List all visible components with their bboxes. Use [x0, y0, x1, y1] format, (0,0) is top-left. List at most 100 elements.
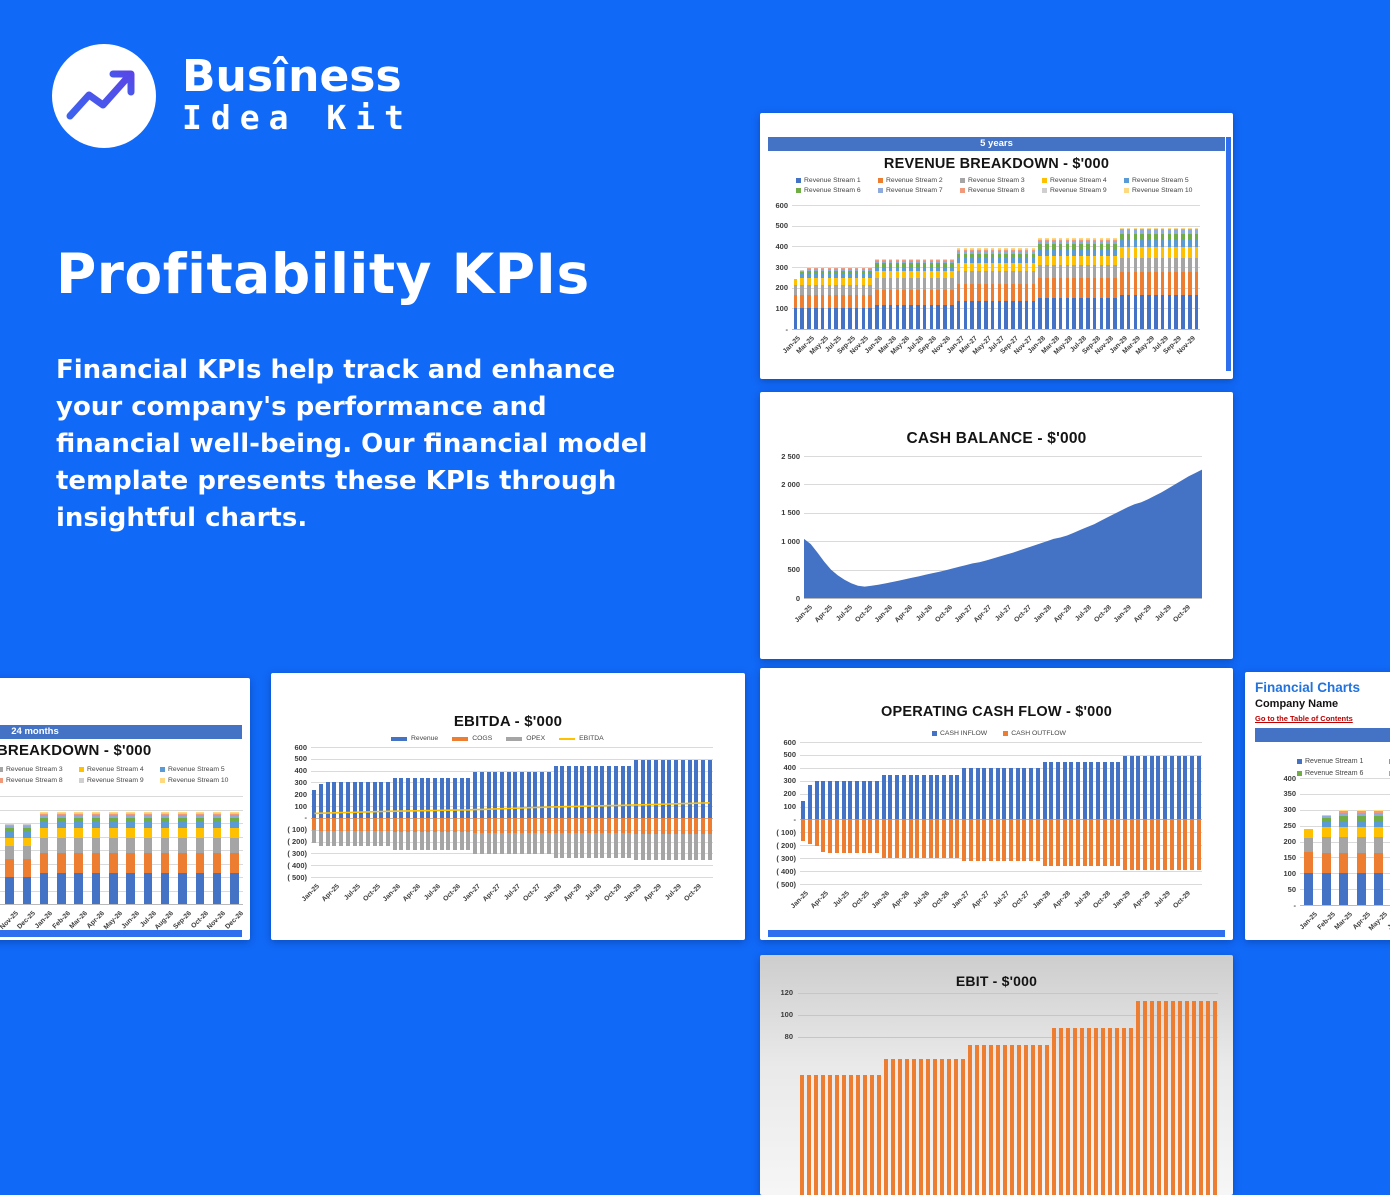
stacked-bar-segment [930, 290, 934, 306]
stacked-bar-segment [126, 818, 135, 822]
x-axis-label: Oct-28 [603, 883, 623, 903]
stacked-bar-segment [1154, 229, 1158, 230]
stacked-bar-segment [896, 290, 900, 306]
legend-swatch [1124, 188, 1129, 193]
stacked-bar-segment [977, 263, 981, 271]
stacked-bar-segment [1011, 284, 1015, 302]
stacked-bar-segment [230, 828, 239, 837]
stacked-bar-segment [977, 271, 981, 283]
stacked-bar-segment [1154, 272, 1158, 295]
stacked-bar-segment [1168, 229, 1172, 230]
stacked-bar-segment [213, 873, 222, 904]
stacked-bar-segment [998, 251, 1002, 254]
stacked-bar-segment [1154, 295, 1158, 329]
stacked-bar-segment [1127, 295, 1131, 329]
stacked-bar-segment [178, 814, 187, 816]
x-axis-label: Oct-27 [1011, 890, 1031, 910]
gridline [800, 871, 1202, 872]
stacked-bar-segment [821, 308, 825, 329]
legend-label: Revenue Stream 10 [168, 777, 228, 784]
ebit-bar [884, 1059, 888, 1195]
stacked-bar-segment [807, 285, 811, 295]
gridline [800, 845, 1202, 846]
gridline [0, 837, 243, 838]
stacked-bar-segment [1374, 853, 1383, 874]
stacked-bar-segment [1025, 263, 1029, 271]
chart-title-ocf: OPERATING CASH FLOW - $'000 [760, 704, 1233, 720]
negative-bar [982, 819, 986, 861]
stacked-bar-segment [950, 305, 954, 329]
stacked-bar-segment [230, 815, 239, 818]
stacked-bar-segment [1181, 295, 1185, 329]
table-of-contents-link[interactable]: Go to the Table of Contents [1255, 714, 1353, 723]
stacked-bar-segment [213, 813, 222, 814]
stacked-bar-segment [1161, 272, 1165, 295]
stacked-bar-segment [814, 271, 818, 274]
stacked-bar-segment [1011, 271, 1015, 283]
stacked-bar-segment [1106, 298, 1110, 329]
stacked-bar-segment [1339, 816, 1348, 821]
stacked-bar-segment [1004, 254, 1008, 258]
legend-item: Revenue Stream 5 [160, 766, 241, 773]
gridline [800, 807, 1202, 808]
positive-bar [1076, 762, 1080, 819]
stacked-bar-segment [1147, 230, 1151, 234]
stacked-bar-segment [74, 873, 83, 904]
stacked-bar-segment [74, 838, 83, 853]
stacked-bar-segment [1161, 240, 1165, 247]
stacked-bar-segment [1025, 301, 1029, 329]
stacked-bar-segment [144, 815, 153, 818]
legend-item: Revenue Stream 1 [796, 177, 878, 184]
legend-label: Revenue Stream 4 [1050, 177, 1107, 184]
positive-bar [895, 775, 899, 820]
stacked-bar-segment [841, 278, 845, 284]
legend-item: Revenue Stream 9 [1042, 187, 1124, 194]
stacked-bar-segment [923, 290, 927, 306]
y-axis-label: ( 200) [762, 841, 796, 850]
stacked-bar-segment [1032, 258, 1036, 263]
stacked-bar-segment [126, 828, 135, 837]
stacked-bar-segment [1100, 249, 1104, 255]
legend-item: Revenue Stream 4 [79, 766, 160, 773]
stacked-bar-segment [178, 838, 187, 853]
y-axis-label: 80 [763, 1032, 793, 1041]
stacked-bar-segment [196, 815, 205, 818]
stacked-bar-segment [1032, 249, 1036, 250]
stacked-bar-segment [92, 813, 101, 814]
x-axis-label: Apr-25 [810, 890, 830, 910]
stacked-bar-segment [1066, 249, 1070, 255]
legend-item: Revenue [391, 735, 438, 742]
stacked-bar-segment [936, 290, 940, 306]
stacked-bar-segment [23, 859, 32, 877]
stacked-bar-segment [828, 271, 832, 274]
stacked-bar-segment [213, 853, 222, 873]
y-axis-label: ( 400) [273, 861, 307, 870]
stacked-bar-segment [1100, 256, 1104, 265]
stacked-bar-segment [1004, 301, 1008, 329]
stacked-bar-segment [1052, 265, 1056, 278]
gridline [792, 288, 1200, 289]
x-axis-label: Jul-27 [994, 604, 1013, 623]
positive-bar [855, 781, 859, 820]
stacked-bar-segment [916, 263, 920, 266]
x-axis-label: Mar-25 [1333, 911, 1353, 931]
stacked-bar-segment [109, 812, 118, 813]
stacked-bar-segment [1134, 272, 1138, 295]
stacked-bar-segment [1168, 272, 1172, 295]
stacked-bar-segment [109, 838, 118, 853]
stacked-bar-segment [807, 274, 811, 278]
negative-bar [1016, 819, 1020, 861]
stacked-bar-segment [970, 249, 974, 250]
legend-label: Revenue Stream 5 [168, 766, 225, 773]
stacked-bar-segment [1188, 230, 1192, 234]
legend-swatch [1124, 178, 1129, 183]
y-axis-label: ( 100) [273, 825, 307, 834]
stacked-bar-segment [1374, 873, 1383, 905]
stacked-bar-segment [1357, 853, 1366, 874]
stacked-bar-segment [1025, 271, 1029, 283]
ebit-bar [905, 1059, 909, 1195]
stacked-bar-segment [144, 822, 153, 828]
stacked-bar-segment [930, 260, 934, 261]
